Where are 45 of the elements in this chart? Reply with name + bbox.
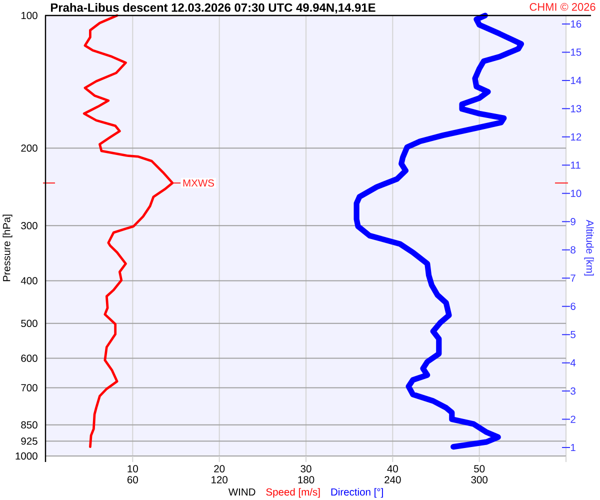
x-tick-label: 30 bbox=[300, 465, 312, 472]
y2-tick-label: 11 bbox=[570, 162, 580, 169]
y2-tick-label: 14 bbox=[570, 76, 582, 84]
chart-title: Praha-Libus descent 12.03.2026 07:30 UTC 49.94N,14.91E bbox=[50, 3, 376, 14]
y-tick-label: 200 bbox=[21, 144, 38, 152]
y2-tick-label: 12 bbox=[570, 133, 582, 140]
y2-tick-label: 13 bbox=[570, 105, 582, 112]
y-tick-label: 850 bbox=[21, 421, 38, 429]
x2-tick-label: 300 bbox=[471, 476, 488, 484]
y-tick-label: 600 bbox=[21, 354, 38, 362]
x2-tick-label: 180 bbox=[298, 476, 314, 484]
x2-tick-label: 60 bbox=[127, 476, 138, 484]
line-series bbox=[82, 14, 174, 448]
y2-tick-label: 1 bbox=[570, 444, 576, 452]
x-tick-label: 40 bbox=[387, 465, 398, 472]
x-tick-label: 20 bbox=[214, 465, 225, 472]
y2-tick-label: 5 bbox=[570, 330, 576, 338]
y2-tick-label: 3 bbox=[570, 387, 576, 395]
y2-tick-label: 8 bbox=[570, 246, 576, 254]
y2-tick-label: 10 bbox=[570, 190, 582, 198]
text: CHMI © 2026 bbox=[530, 3, 596, 11]
y-tick-label: 300 bbox=[21, 222, 38, 230]
y-tick-label: 100 bbox=[21, 12, 38, 20]
y2-tick-label: 4 bbox=[570, 359, 576, 366]
y2-tick-label: 9 bbox=[570, 218, 576, 226]
y2-axis-title: Altitude [km] bbox=[584, 220, 594, 276]
x-axis-title: WIND bbox=[228, 488, 256, 496]
annotation: MXWS bbox=[183, 179, 214, 187]
y-tick-label: 1000 bbox=[16, 452, 38, 460]
y2-tick-label: 2 bbox=[570, 416, 576, 423]
y-tick-label: 500 bbox=[21, 320, 38, 328]
y-tick-label: 400 bbox=[20, 277, 38, 284]
y-tick-label: 700 bbox=[21, 384, 38, 392]
y-axis-title: Pressure [hPa] bbox=[2, 214, 12, 282]
x-tick-label: 50 bbox=[474, 465, 485, 472]
x2-tick-label: 120 bbox=[212, 476, 228, 484]
text: Direction [°] bbox=[331, 488, 383, 498]
y2-tick-label: 7 bbox=[570, 274, 576, 282]
y-tick-label: 925 bbox=[21, 437, 38, 445]
text: Speed [m/s] bbox=[266, 488, 320, 498]
x-tick-label: 10 bbox=[128, 465, 138, 472]
y2-tick-label: 15 bbox=[570, 48, 582, 56]
x2-tick-label: 240 bbox=[384, 476, 401, 484]
y2-tick-label: 6 bbox=[570, 302, 576, 310]
y2-tick-label: 16 bbox=[570, 20, 582, 28]
